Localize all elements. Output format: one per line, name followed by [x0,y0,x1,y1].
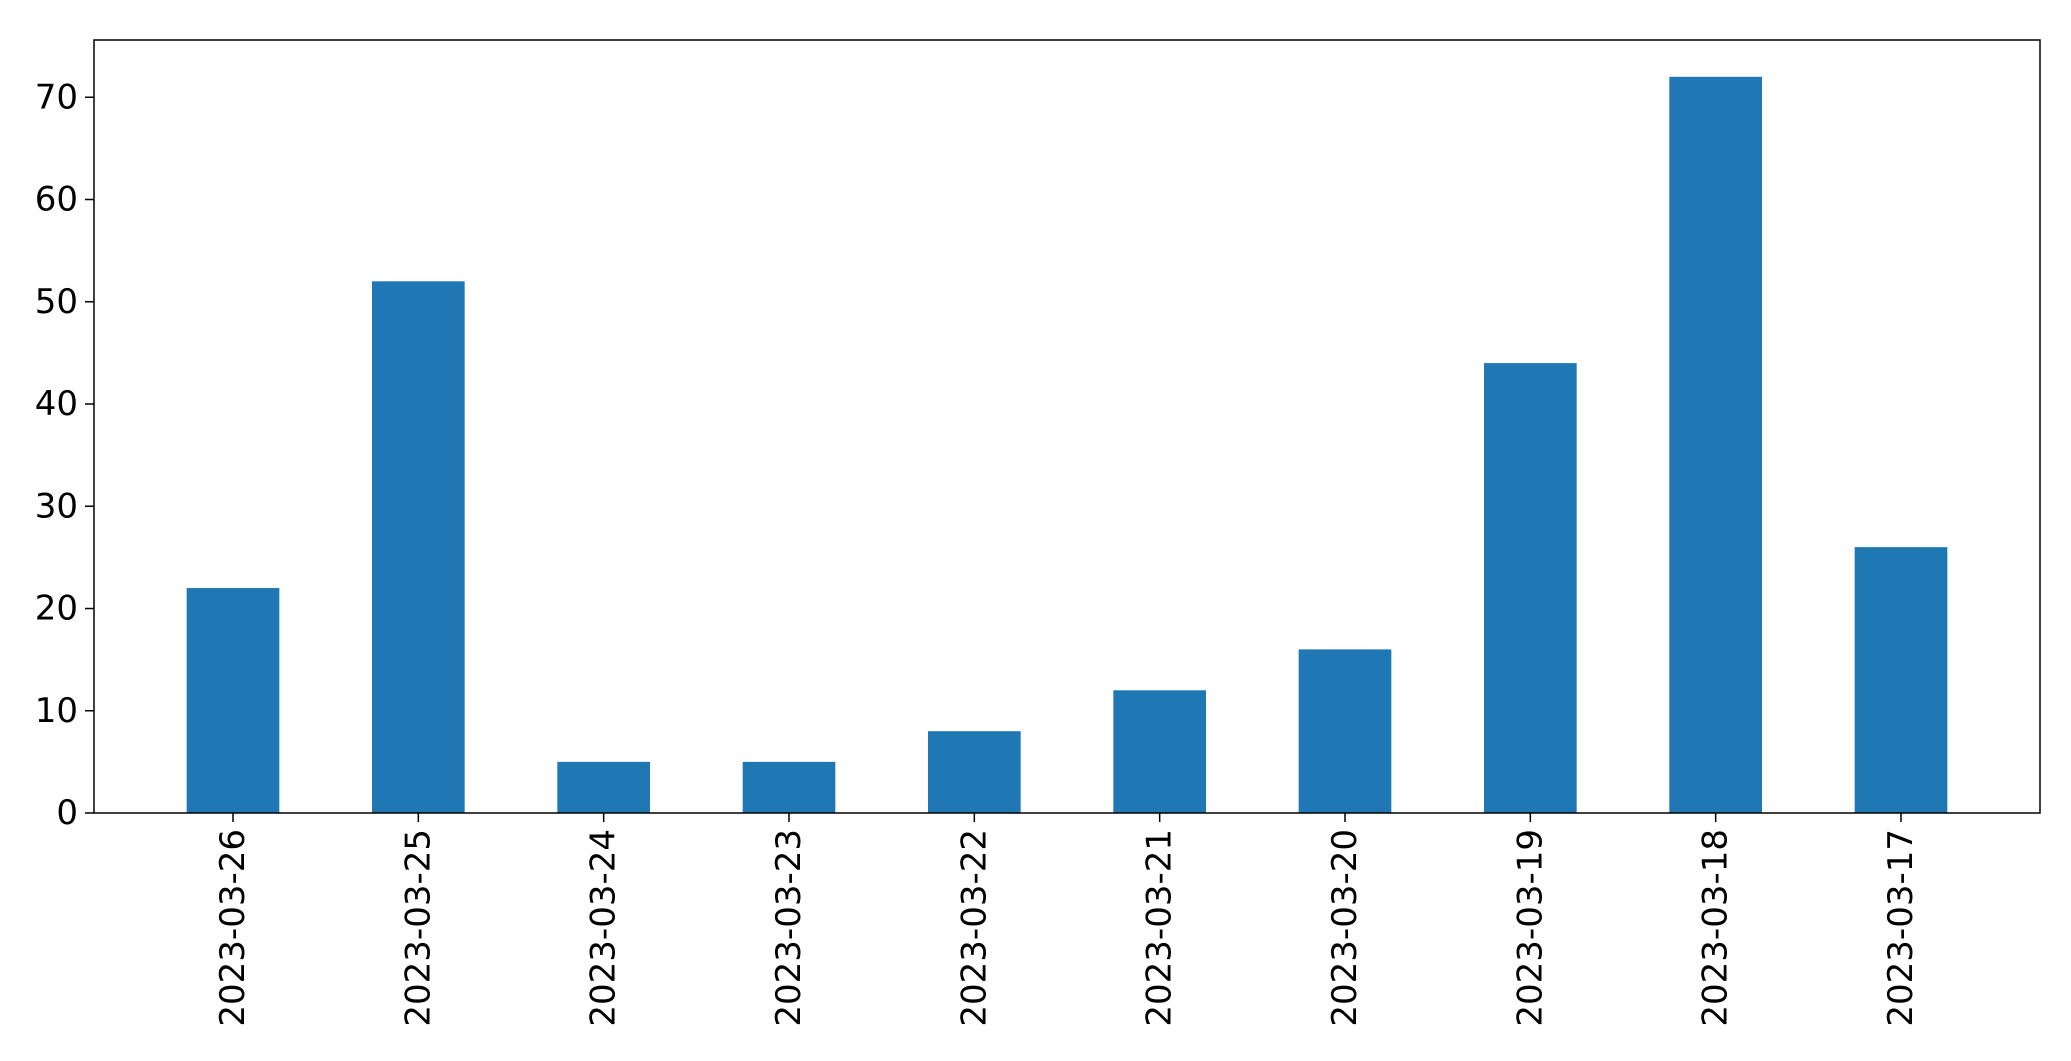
bar-2023-03-20 [1298,649,1392,813]
bar-2023-03-21 [1113,690,1206,813]
bar-2023-03-19 [1484,363,1577,813]
x-tick-label: 2023-03-18 [1696,829,1736,1027]
y-tick-label: 60 [35,180,78,220]
y-tick-label: 30 [35,486,78,526]
bar-2023-03-22 [928,731,1021,813]
y-tick-label: 20 [35,589,78,629]
x-tick-label: 2023-03-21 [1140,829,1180,1027]
x-tick-label: 2023-03-25 [398,829,438,1027]
x-tick-label: 2023-03-20 [1325,829,1365,1027]
x-tick-label: 2023-03-23 [769,829,809,1027]
x-tick-label: 2023-03-19 [1510,829,1550,1027]
y-tick-label: 50 [35,282,78,322]
y-tick-label: 40 [35,384,78,424]
x-tick-label: 2023-03-24 [584,829,624,1027]
plot-frame [93,39,2041,814]
x-tick-label: 2023-03-17 [1881,829,1921,1027]
bar-2023-03-18 [1669,76,1762,814]
x-axis: 2023-03-26 2023-03-25 2023-03-24 2023-03-23… [213,813,1921,1027]
y-tick-label: 10 [35,691,78,731]
y-tick-label: 0 [56,793,78,833]
bars-layer [186,76,1948,814]
bar-2023-03-23 [742,761,836,813]
x-tick-label: 2023-03-22 [954,829,994,1027]
bar-2023-03-24 [557,761,650,813]
y-axis: 0 10 20 30 40 50 60 70 [35,77,94,833]
y-tick-label: 70 [35,77,78,117]
x-tick-label: 2023-03-26 [213,829,253,1027]
bar-2023-03-26 [186,588,280,813]
bar-2023-03-17 [1854,547,1948,813]
bar-2023-03-25 [372,281,465,813]
